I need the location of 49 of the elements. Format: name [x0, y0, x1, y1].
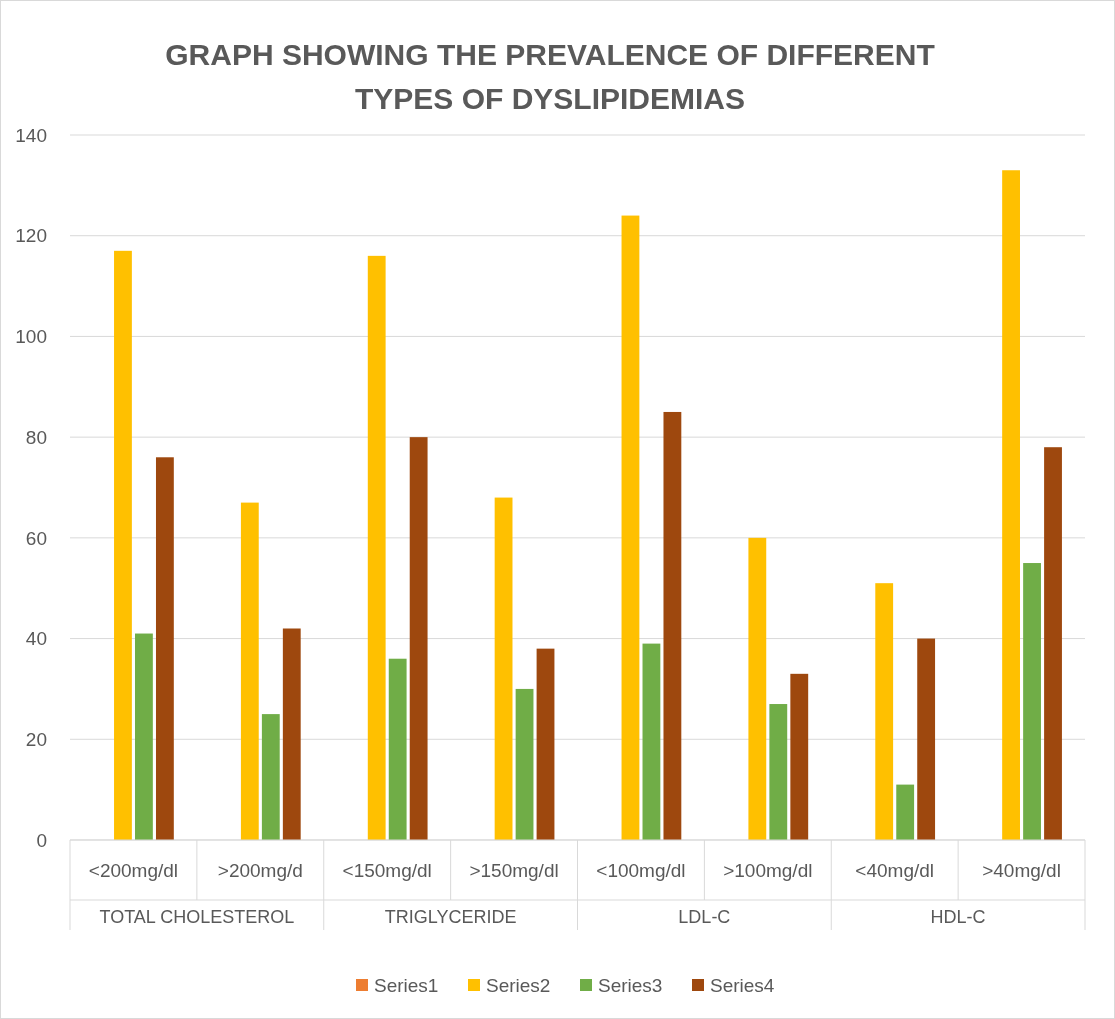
bar: [1002, 170, 1020, 840]
text: HDL-C: [930, 907, 986, 928]
bar: [642, 643, 661, 840]
bar: [875, 583, 894, 840]
y-tick-label: 0: [36, 829, 47, 851]
y-tick-label: 40: [25, 628, 47, 650]
legend-label: Series4: [710, 974, 775, 996]
bar: [663, 411, 682, 840]
text: TOTAL CHOLESTEROL: [99, 907, 295, 928]
bar: [494, 497, 513, 840]
x-tick-label: <200mg/dl: [88, 859, 179, 881]
bar: [917, 638, 936, 840]
bar: [769, 704, 788, 840]
bar: [155, 457, 174, 840]
bar: [515, 688, 534, 840]
chart-title: GRAPH SHOWING THE PREVALENCE OF DIFFERENT TYPES OF DYSLIPIDEMIAS: [165, 38, 935, 115]
x-tick-label: <40mg/dl: [855, 859, 935, 881]
legend-label: Series1: [374, 974, 439, 996]
bar: [240, 502, 259, 840]
legend-label: Series3: [598, 974, 663, 996]
bar: [114, 250, 132, 840]
x-tick-label: >150mg/dl: [469, 859, 559, 881]
bar: [536, 648, 555, 840]
legend-label: Series2: [486, 974, 551, 996]
bar: [896, 784, 915, 840]
bar: [1023, 563, 1041, 840]
y-tick-label: 20: [25, 728, 47, 750]
bar: [790, 673, 809, 840]
bar: [409, 437, 428, 840]
y-tick-label: 100: [15, 326, 47, 348]
y-tick-label: 80: [25, 426, 47, 448]
y-tick-label: 140: [15, 124, 47, 146]
y-tick-label: 120: [15, 225, 47, 247]
bar: [388, 658, 407, 840]
bar: [282, 628, 301, 840]
text: TRIGLYCERIDE: [384, 907, 517, 928]
x-tick-label: >200mg/d: [217, 859, 303, 881]
bar: [367, 255, 386, 840]
bar: [748, 537, 767, 840]
x-tick-label: >100mg/dl: [723, 859, 813, 881]
bar: [1044, 447, 1062, 840]
x-tick-label: <150mg/dl: [342, 859, 432, 881]
x-tick-label: >40mg/dl: [982, 859, 1061, 881]
text: LDL-C: [678, 907, 731, 928]
x-tick-label: <100mg/dl: [596, 859, 686, 881]
bar: [135, 633, 153, 840]
y-tick-label: 60: [25, 527, 47, 549]
bar: [261, 714, 280, 840]
bar: [621, 215, 640, 840]
